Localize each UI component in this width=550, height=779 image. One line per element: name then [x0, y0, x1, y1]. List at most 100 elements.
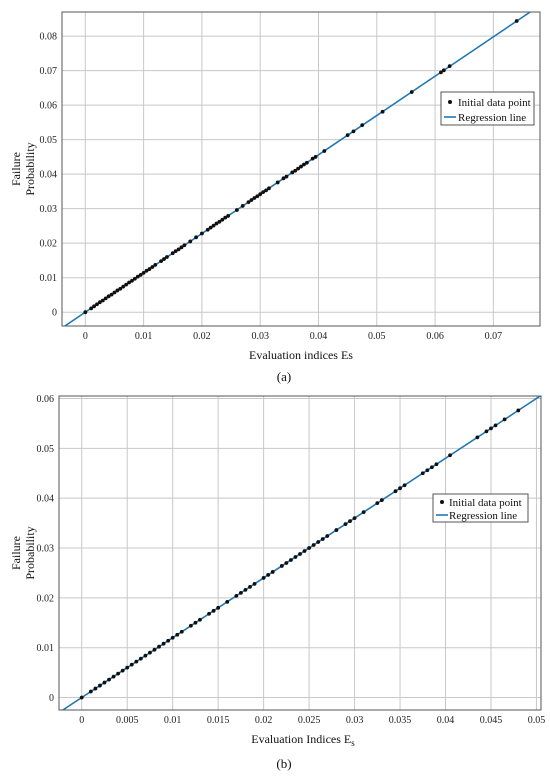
caption-b: (b) — [276, 756, 291, 771]
data-point — [106, 294, 111, 299]
data-point — [439, 70, 443, 75]
data-point — [420, 471, 425, 476]
data-point — [290, 170, 295, 175]
data-point — [188, 623, 193, 628]
data-point — [93, 686, 98, 691]
data-point — [170, 635, 175, 640]
y-tick-label: 0.03 — [37, 544, 55, 555]
x-tick-label: 0.04 — [310, 331, 328, 342]
grid — [59, 396, 541, 710]
data-point — [334, 528, 339, 532]
tick-labels: 0 0.005 0.01 0.015 0.02 0.025 0.03 0.035 0.04 0.0… — [37, 394, 546, 726]
y-axis-label-line2: Probability — [23, 142, 37, 195]
data-point — [153, 263, 158, 267]
data-point — [402, 483, 407, 488]
data-point — [83, 310, 88, 315]
x-tick-label: 0.03 — [346, 715, 364, 726]
data-point — [138, 273, 143, 277]
data-point — [246, 200, 251, 205]
y-tick-label: 0.08 — [40, 32, 58, 43]
y-tick-label: 0.05 — [37, 444, 55, 455]
data-point — [157, 644, 161, 649]
data-point — [379, 498, 384, 503]
data-point — [120, 668, 125, 673]
data-point — [302, 162, 306, 167]
plot-frame — [61, 11, 541, 327]
data-point — [95, 302, 99, 307]
plot-frame — [58, 395, 542, 711]
x-axis-label-subscript: s — [351, 738, 355, 748]
x-tick-label: 0.01 — [135, 331, 153, 342]
data-point — [316, 540, 321, 544]
data-point — [234, 593, 239, 598]
y-tick-label: 0 — [52, 308, 57, 319]
grid — [62, 12, 540, 326]
x-tick-label: 0.07 — [485, 331, 503, 342]
data-point — [143, 653, 148, 658]
data-point — [475, 435, 480, 440]
data-point — [112, 290, 117, 295]
x-tick-label: 0.05 — [368, 331, 386, 342]
data-point — [150, 265, 155, 269]
data-point — [124, 282, 129, 287]
data-point — [141, 270, 146, 275]
x-tick-label: 0 — [83, 331, 88, 342]
data-point — [198, 617, 202, 622]
data-point — [267, 186, 271, 191]
data-point — [348, 519, 352, 524]
data-point — [447, 64, 452, 69]
x-tick-label: 0.045 — [480, 715, 503, 726]
data-point — [281, 176, 286, 181]
y-axis-label-line1: Failure — [9, 536, 23, 570]
data-point — [214, 221, 219, 226]
data-point — [111, 674, 116, 679]
x-tick-label: 0.02 — [255, 715, 273, 726]
data-point — [98, 683, 102, 688]
data-point — [115, 288, 120, 293]
data-point — [211, 608, 216, 613]
data-point — [220, 217, 225, 222]
data-point — [345, 133, 350, 138]
x-tick-label: 0.01 — [164, 715, 182, 726]
y-tick-label: 0.01 — [37, 643, 55, 654]
data-point — [325, 534, 330, 538]
data-point — [109, 292, 114, 297]
data-point — [161, 641, 166, 646]
chart-b: 0 0.005 0.01 0.015 0.02 0.025 0.03 0.035 0.04 0.0… — [9, 394, 545, 771]
legend-point-marker — [440, 500, 444, 504]
data-point — [129, 662, 134, 667]
data-point — [343, 522, 348, 526]
data-point — [88, 689, 93, 694]
legend: Initial data point Regression line — [432, 493, 529, 523]
chart-a: 0 0.01 0.02 0.03 0.04 0.05 0.06 0.07 0 0.01 0.02 0.… — [9, 11, 541, 384]
data-point — [205, 227, 210, 232]
y-axis-label-line1: Failure — [9, 152, 23, 186]
legend-entry-points: Initial data point — [458, 97, 531, 109]
data-point — [398, 486, 402, 491]
data-point — [293, 555, 298, 559]
data-point — [484, 429, 489, 434]
data-point — [135, 274, 140, 279]
data-point — [134, 659, 139, 664]
data-point — [148, 650, 152, 655]
data-point — [279, 564, 284, 568]
y-tick-label: 0.05 — [40, 135, 58, 146]
data-point — [188, 239, 193, 244]
data-point — [361, 510, 366, 515]
data-point — [252, 196, 257, 200]
legend-entry-points: Initial data point — [449, 497, 522, 509]
data-point — [166, 638, 171, 643]
data-point — [298, 552, 302, 556]
data-point — [322, 149, 327, 153]
data-point — [311, 543, 316, 547]
data-point — [175, 632, 180, 637]
data-point — [162, 257, 166, 261]
data-point — [248, 584, 252, 589]
data-point — [261, 190, 266, 195]
legend-entry-regression: Regression line — [458, 112, 526, 124]
data-point — [118, 286, 123, 291]
data-point — [97, 300, 102, 305]
y-tick-label: 0.06 — [40, 101, 58, 112]
data-point — [252, 582, 257, 586]
x-tick-label: 0.05 — [528, 715, 546, 726]
